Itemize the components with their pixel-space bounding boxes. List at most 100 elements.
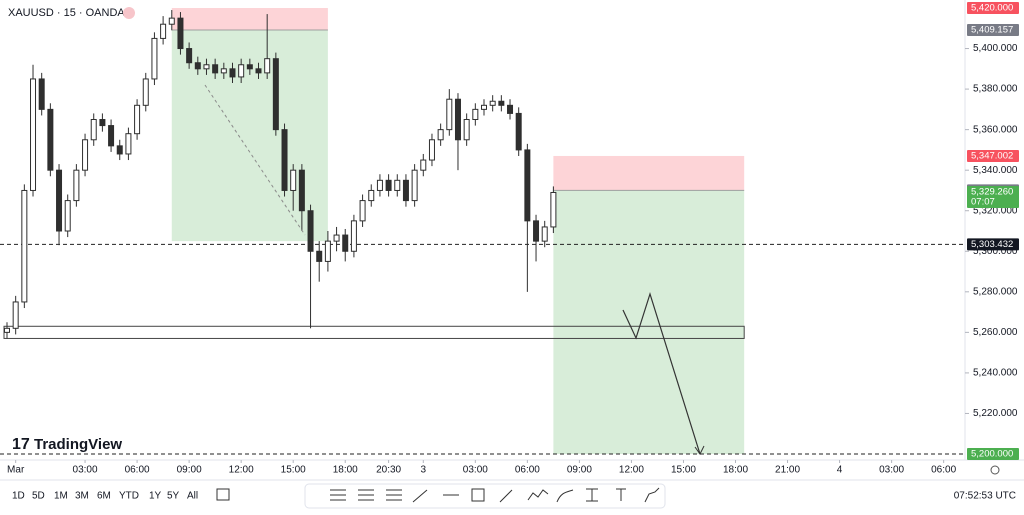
y-tick-label: 5,220.000 xyxy=(973,408,1018,419)
candle-body xyxy=(212,64,219,74)
y-tick-label: 5,380.000 xyxy=(973,84,1018,95)
candle-body xyxy=(411,169,418,202)
candle-body xyxy=(4,327,10,333)
range-button[interactable]: 5Y xyxy=(167,491,180,502)
x-tick-label: 06:00 xyxy=(125,465,150,476)
drawing-tools[interactable] xyxy=(330,487,660,503)
candle-body xyxy=(186,48,193,64)
candle-body xyxy=(428,139,435,161)
price-label-text: 5,420.000 xyxy=(971,3,1013,14)
candle-body xyxy=(134,104,141,135)
candle-body xyxy=(385,179,392,191)
candle-body xyxy=(82,139,89,171)
candle-body xyxy=(160,23,167,39)
date-range-icon[interactable] xyxy=(216,488,230,501)
candle-body xyxy=(290,169,297,191)
candle-body xyxy=(203,64,210,70)
price-label-text: 5,303.432 xyxy=(971,239,1013,250)
x-tick-label: 21:00 xyxy=(775,465,800,476)
x-tick-label: 18:00 xyxy=(723,465,748,476)
candle-body xyxy=(533,220,540,242)
candle-body xyxy=(255,68,262,74)
candle-body xyxy=(246,64,253,70)
x-tick-label: 20:30 xyxy=(376,465,401,476)
trend-line xyxy=(204,84,306,236)
x-tick-label: 03:00 xyxy=(73,465,98,476)
settings-icon[interactable] xyxy=(990,465,1000,475)
brand: TradingView xyxy=(34,436,122,453)
drawing-toolbar xyxy=(304,483,666,509)
candle-body xyxy=(298,169,305,212)
candle-body xyxy=(238,64,245,78)
candle-body xyxy=(142,78,149,106)
clock: 07:52:53 UTC xyxy=(954,491,1016,502)
y-tick-label: 5,240.000 xyxy=(973,368,1018,379)
candle-body xyxy=(472,108,479,121)
candle-body xyxy=(481,104,487,110)
candle-body xyxy=(524,149,531,222)
countdown: 07:07 xyxy=(971,196,995,207)
range-button[interactable]: 3M xyxy=(75,491,89,502)
symbol-title: XAUUSD · 15 · OANDA xyxy=(8,7,125,19)
x-tick-label: 09:00 xyxy=(567,465,592,476)
target-zone xyxy=(553,190,745,454)
candle-body xyxy=(73,169,80,202)
plot-area xyxy=(0,8,965,455)
range-button[interactable]: YTD xyxy=(119,491,139,502)
candle-body xyxy=(220,68,227,74)
candle-body xyxy=(359,200,366,222)
candle-body xyxy=(394,179,401,191)
range-button[interactable]: 1D xyxy=(12,491,25,502)
x-tick-label: 12:00 xyxy=(229,465,254,476)
range-button[interactable]: 1Y xyxy=(149,491,162,502)
y-tick-label: 5,400.000 xyxy=(973,43,1018,54)
price-label xyxy=(967,238,1019,251)
status-dot xyxy=(123,7,135,19)
candle-body xyxy=(316,250,323,262)
price-label xyxy=(967,149,1019,162)
candle-body xyxy=(12,301,19,329)
candle-body xyxy=(376,179,383,191)
range-button[interactable]: 1M xyxy=(54,491,68,502)
x-tick-label: 15:00 xyxy=(281,465,306,476)
price-label xyxy=(967,448,1019,460)
price-label xyxy=(967,23,1019,36)
candle-body xyxy=(368,189,375,202)
x-tick-label: 3 xyxy=(421,465,427,476)
price-label-text: 5,329.260 xyxy=(971,186,1013,197)
candle-body xyxy=(56,169,63,232)
stop-zone xyxy=(171,8,328,30)
y-tick-label: 5,340.000 xyxy=(973,165,1018,176)
candle-body xyxy=(333,234,340,242)
projection-path xyxy=(622,292,701,455)
price-label xyxy=(967,185,1019,208)
toolbar: 1D 5D 1M 3M 6M YTD 1Y 5Y All 07:52:53 UTC xyxy=(12,483,1016,509)
y-tick-label: 5,320.000 xyxy=(973,205,1018,216)
x-tick-label: 15:00 xyxy=(671,465,696,476)
candle-body xyxy=(90,119,97,141)
x-tick-label: 18:00 xyxy=(333,465,358,476)
candle-body xyxy=(515,112,522,151)
range-button[interactable]: 5D xyxy=(32,491,45,502)
x-tick-label: 09:00 xyxy=(177,465,202,476)
x-tick-label: Mar xyxy=(7,465,25,476)
candle-body xyxy=(229,68,236,78)
candle-body xyxy=(99,119,106,127)
range-button[interactable]: 6M xyxy=(97,491,111,502)
candle-body xyxy=(437,129,444,141)
y-tick-label: 5,280.000 xyxy=(973,286,1018,297)
y-tick-label: 5,360.000 xyxy=(973,124,1018,135)
candle-body xyxy=(125,133,132,155)
y-tick-label: 5,260.000 xyxy=(973,327,1018,338)
candle-body xyxy=(151,37,158,80)
range-button[interactable]: All xyxy=(187,491,198,502)
x-tick-label: 12:00 xyxy=(619,465,644,476)
candle-body xyxy=(177,17,184,50)
candle-body xyxy=(420,159,427,171)
candle-body xyxy=(324,240,331,262)
price-label-text: 5,200.000 xyxy=(971,449,1013,460)
candle-body xyxy=(507,104,514,114)
candle-body xyxy=(108,125,115,147)
